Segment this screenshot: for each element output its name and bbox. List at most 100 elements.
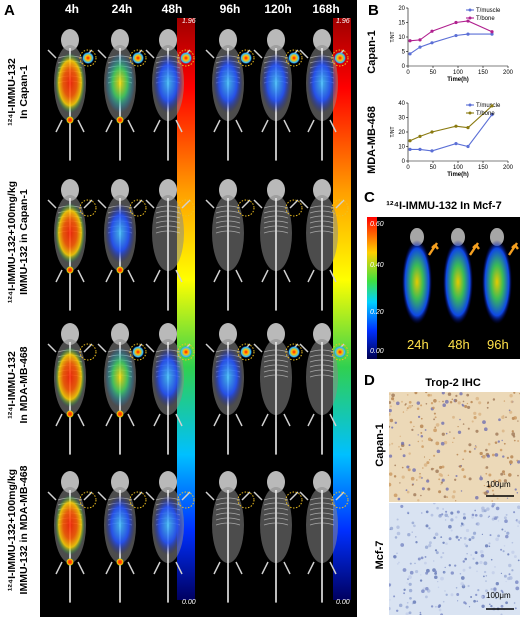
mcf7-scan-image: [367, 217, 519, 359]
data-point: [418, 134, 422, 138]
colorbar-min-label: 0.00: [336, 599, 350, 606]
scale-bar-label: 100μm: [486, 591, 511, 600]
y-tick-label: 10: [398, 145, 405, 151]
tumor-circle-marker: [79, 199, 97, 217]
timepoint-label: 96h: [219, 2, 241, 16]
data-point: [454, 20, 458, 25]
timepoint-label: 120h: [264, 2, 292, 16]
row-label-line: IMMU-132 in Capan-1: [18, 189, 30, 295]
y-tick-label: 5: [402, 50, 406, 56]
mouse-scan: [253, 323, 303, 455]
data-point: [430, 130, 434, 134]
colorbar-label: 0.40: [370, 262, 384, 269]
tumor-circle-marker: [79, 343, 97, 361]
data-point: [430, 41, 434, 45]
legend-label: T/muscle: [476, 103, 501, 109]
legend-marker: [468, 8, 472, 12]
mouse-scan: [145, 29, 195, 161]
mouse-scan: [145, 471, 195, 603]
tumor-circle-marker: [331, 491, 349, 509]
panel-label-b: B: [368, 2, 379, 19]
data-point: [418, 45, 422, 49]
mcf7-scan-panel: 0.60 0.40 0.20 0.00 24h 48h 96h: [367, 217, 520, 359]
row-label-line: In Capan-1: [18, 65, 30, 119]
mouse-scan: [47, 179, 97, 311]
mouse-scan: [47, 323, 97, 455]
x-tick-label: 50: [430, 165, 437, 171]
ihc-row-label-text: Capan-1: [374, 423, 386, 467]
legend-marker: [468, 103, 472, 107]
panel-c-title: ¹²⁴I-IMMU-132 In Mcf-7: [386, 200, 502, 212]
legend-marker: [468, 16, 472, 20]
mouse-scan: [299, 179, 349, 311]
tumor-circle-marker: [177, 491, 195, 509]
tumor-circle-marker: [237, 343, 255, 361]
data-point: [454, 142, 458, 146]
chart-side-label-text: MDA-MB-468: [366, 106, 378, 174]
tumor-circle-marker: [177, 343, 195, 361]
timepoint-label: 48h: [161, 2, 183, 16]
series-line: [409, 20, 493, 42]
mouse-scan: [205, 29, 255, 161]
ihc-image-mcf7: [389, 503, 520, 615]
colorbar-max-label: 1.96: [336, 18, 350, 25]
mouse-scan: [253, 29, 303, 161]
timepoint-label: 4h: [64, 2, 79, 16]
x-tick-label: 0: [406, 70, 410, 76]
tumor-circle-marker: [129, 343, 147, 361]
mouse-scan: [145, 179, 195, 311]
panel-label-d: D: [364, 372, 375, 389]
panel-label-a: A: [4, 2, 15, 19]
data-point: [418, 147, 422, 151]
tumor-circle-marker: [129, 491, 147, 509]
data-point: [490, 113, 494, 117]
chart-side-label-text: Capan-1: [366, 30, 378, 74]
y-tick-label: 30: [398, 116, 405, 122]
x-axis-label: Time(h): [447, 77, 469, 83]
timepoint-label: 168h: [312, 2, 340, 16]
tumor-circle-marker: [237, 199, 255, 217]
tumor-circle-marker: [237, 49, 255, 67]
row-label-line: ¹²⁴I-IMMU-132: [6, 58, 18, 126]
series-line: [409, 105, 493, 142]
tumor-circle-marker: [285, 49, 303, 67]
data-point: [408, 139, 412, 143]
data-point: [466, 19, 470, 23]
timepoint-label: 48h: [448, 337, 470, 352]
x-tick-label: 50: [430, 70, 437, 76]
mouse-scan: [97, 323, 147, 455]
arrow-icon: [428, 242, 439, 256]
timepoint-label: 96h: [487, 337, 509, 352]
mouse-scan: [299, 29, 349, 161]
x-tick-label: 150: [478, 165, 489, 171]
tumor-circle-marker: [331, 343, 349, 361]
colorbar-label: 0.60: [370, 221, 384, 228]
colorbar: [333, 18, 351, 600]
x-tick-label: 100: [453, 70, 464, 76]
row-label-line: IMMU-132 in MDA-MB-468: [18, 465, 30, 595]
y-axis-label: T/NT: [390, 31, 396, 42]
y-tick-label: 20: [398, 130, 405, 136]
data-point: [466, 126, 470, 130]
mouse-scan: [402, 228, 439, 324]
mouse-scan-grid: [47, 18, 351, 603]
legend-label: T/bone: [476, 16, 495, 22]
colorbar-min-label: 0.00: [182, 599, 196, 606]
tumor-circle-marker: [237, 491, 255, 509]
x-tick-label: 0: [406, 165, 410, 171]
data-point: [430, 149, 434, 153]
x-tick-label: 150: [478, 70, 489, 76]
mouse-scan: [299, 323, 349, 455]
mouse-scan: [97, 471, 147, 603]
data-point: [454, 124, 458, 128]
scale-bar-label: 100μm: [486, 480, 511, 489]
series-line: [410, 114, 493, 152]
panel-d-title: Trop-2 IHC: [425, 377, 481, 389]
pet-image-panel: 4h 24h 48h 96h 120h 168h 1.96 0.00 1.96 …: [40, 0, 357, 617]
tumor-circle-marker: [285, 199, 303, 217]
row-label-line: ¹²⁴I-IMMU-132: [6, 351, 18, 419]
y-tick-label: 20: [398, 6, 405, 12]
y-tick-label: 15: [398, 21, 405, 27]
data-point: [430, 29, 434, 33]
